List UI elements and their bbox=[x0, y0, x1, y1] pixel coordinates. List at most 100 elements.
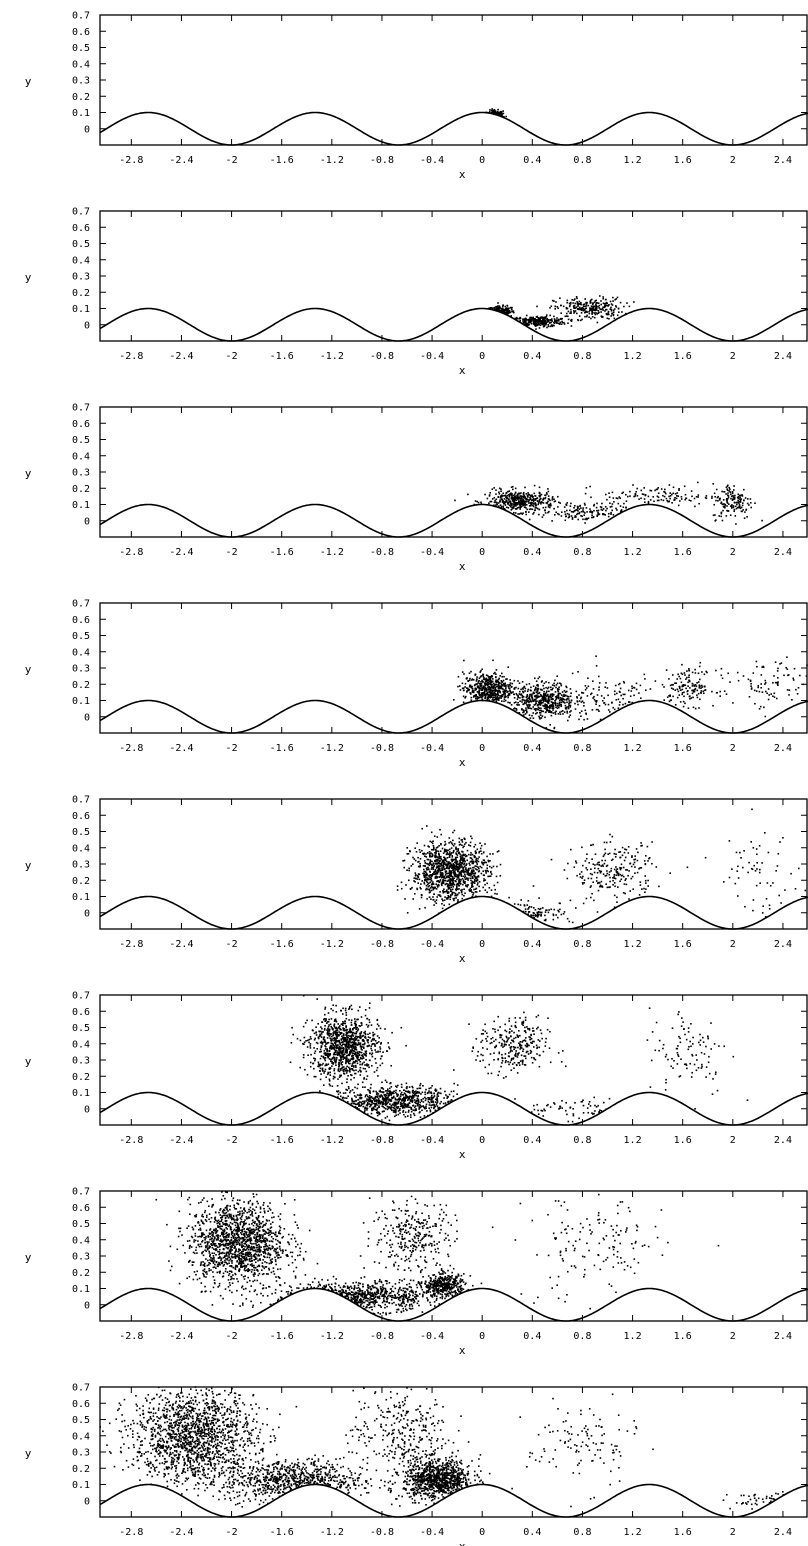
particle bbox=[472, 690, 474, 692]
particle bbox=[503, 675, 505, 678]
particle bbox=[482, 678, 485, 681]
particle bbox=[430, 877, 432, 879]
particle bbox=[611, 701, 613, 704]
particle bbox=[513, 511, 515, 514]
particle bbox=[472, 872, 474, 875]
particle bbox=[634, 872, 636, 874]
particle bbox=[542, 514, 545, 516]
particle bbox=[621, 492, 623, 495]
particle bbox=[466, 885, 469, 888]
particle-cluster-2 bbox=[514, 314, 583, 330]
particle bbox=[528, 493, 530, 496]
particle bbox=[565, 515, 567, 518]
particle bbox=[543, 317, 546, 319]
particle bbox=[552, 709, 554, 711]
particle bbox=[531, 494, 533, 496]
particle bbox=[445, 882, 448, 885]
particle bbox=[523, 685, 526, 688]
particle bbox=[453, 865, 456, 867]
particle bbox=[548, 711, 550, 713]
particle bbox=[765, 898, 768, 900]
particle bbox=[713, 492, 716, 495]
particle bbox=[619, 701, 621, 703]
particle bbox=[442, 875, 444, 878]
particle bbox=[584, 522, 586, 524]
particle bbox=[538, 676, 541, 678]
particle bbox=[460, 839, 463, 841]
particle bbox=[473, 888, 475, 891]
particle bbox=[447, 849, 449, 852]
particle bbox=[434, 886, 436, 889]
particle bbox=[537, 911, 539, 914]
particle bbox=[570, 320, 573, 322]
particle bbox=[484, 883, 486, 886]
x-tick-label: -2.4 bbox=[169, 743, 193, 754]
particle bbox=[487, 686, 489, 689]
particle bbox=[477, 875, 480, 877]
particle bbox=[472, 892, 475, 894]
particle bbox=[414, 874, 417, 877]
particle bbox=[600, 303, 602, 306]
particle bbox=[428, 846, 430, 848]
particle bbox=[644, 494, 647, 496]
particle bbox=[565, 699, 568, 701]
particle bbox=[524, 908, 527, 910]
particle bbox=[700, 692, 702, 694]
particle bbox=[536, 690, 539, 692]
particle bbox=[501, 675, 503, 678]
particle bbox=[543, 682, 546, 685]
particle bbox=[533, 704, 536, 706]
particle bbox=[539, 709, 541, 712]
x-tick-label: -1.6 bbox=[270, 155, 294, 166]
particle bbox=[744, 905, 746, 908]
particle bbox=[533, 484, 536, 487]
particle bbox=[594, 305, 596, 308]
x-tick-label: 2 bbox=[730, 351, 736, 362]
particle bbox=[658, 499, 660, 502]
particle bbox=[543, 695, 545, 698]
particle bbox=[625, 500, 628, 502]
particle bbox=[417, 876, 420, 878]
particle bbox=[439, 891, 441, 893]
particle bbox=[519, 319, 521, 322]
particle bbox=[528, 511, 530, 513]
particle bbox=[506, 305, 509, 307]
particle bbox=[439, 871, 442, 874]
particle bbox=[515, 708, 518, 710]
particle bbox=[557, 495, 559, 498]
particle bbox=[700, 687, 702, 689]
particle bbox=[516, 494, 518, 497]
particle bbox=[503, 311, 506, 313]
y-tick-label: 0.4 bbox=[72, 59, 90, 70]
particle bbox=[576, 312, 578, 315]
particle bbox=[425, 872, 428, 875]
particle bbox=[492, 694, 494, 696]
particle bbox=[432, 868, 434, 871]
particle bbox=[622, 875, 625, 878]
particle bbox=[529, 316, 531, 319]
particle bbox=[526, 494, 529, 497]
particle bbox=[426, 862, 428, 865]
particle bbox=[537, 317, 540, 320]
particle bbox=[596, 911, 599, 913]
particle bbox=[453, 866, 456, 868]
particle bbox=[549, 314, 551, 317]
particle bbox=[541, 501, 544, 504]
particle bbox=[475, 887, 478, 890]
particle bbox=[655, 488, 658, 491]
y-tick-label: 0.5 bbox=[72, 631, 90, 642]
particle bbox=[433, 846, 435, 849]
particle bbox=[606, 317, 609, 320]
particle bbox=[638, 692, 640, 694]
particle bbox=[565, 686, 568, 689]
particle bbox=[434, 869, 437, 871]
particle bbox=[498, 309, 501, 312]
particle bbox=[464, 855, 467, 858]
particle bbox=[475, 697, 477, 700]
particle bbox=[558, 322, 560, 325]
particle bbox=[476, 878, 479, 881]
particle bbox=[722, 503, 724, 505]
particle bbox=[506, 311, 508, 314]
particle bbox=[722, 509, 724, 512]
particle bbox=[525, 497, 527, 500]
